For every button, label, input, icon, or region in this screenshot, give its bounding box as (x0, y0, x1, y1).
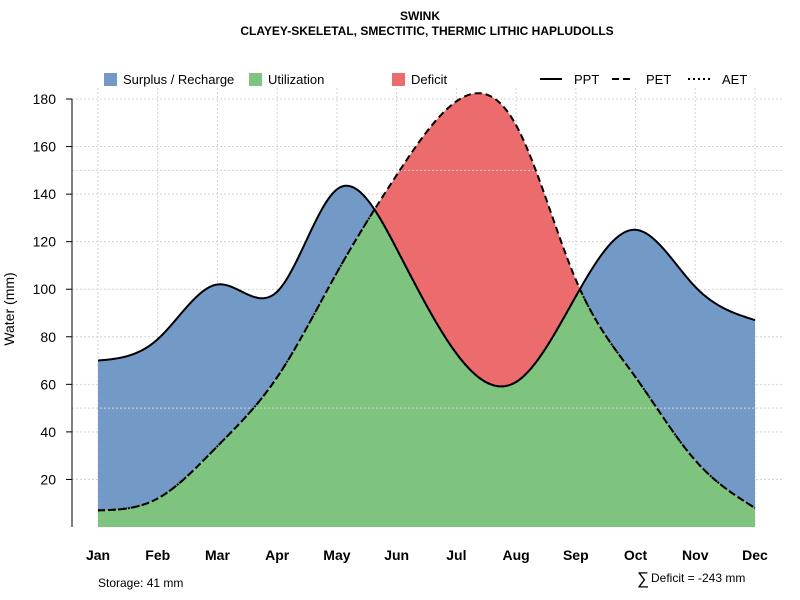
x-tick-label-dec: Dec (742, 547, 768, 563)
y-tick-label: 120 (33, 234, 57, 250)
x-tick-label-sep: Sep (563, 547, 589, 563)
x-tick-label-oct: Oct (624, 547, 648, 563)
storage-annotation: Storage: 41 mm (98, 576, 183, 590)
chart-subtitle: CLAYEY-SKELETAL, SMECTITIC, THERMIC LITH… (240, 24, 613, 38)
y-tick-label: 20 (40, 471, 56, 487)
y-tick-label: 140 (33, 186, 57, 202)
x-tick-label-jul: Jul (446, 547, 466, 563)
legend-swatch (392, 73, 405, 86)
pet-line (97, 92, 756, 512)
x-tick-label-may: May (323, 547, 350, 563)
axes: 20 40 60 80 100 120 140 160 180 Jan Feb Mar Apr May Ju… (33, 91, 768, 563)
legend-label: Surplus / Recharge (123, 72, 234, 87)
y-tick-label: 160 (33, 139, 57, 155)
deficit-annotation: Deficit = -243 mm (651, 571, 745, 585)
plot-area (72, 88, 782, 527)
deficit-area (98, 93, 755, 387)
y-tick-label: 60 (40, 376, 56, 392)
legend-label: Utilization (268, 72, 324, 87)
y-axis-label: Water (mm) (1, 272, 17, 345)
chart-title: SWINK (400, 9, 440, 23)
legend-item-ppt: PPT (540, 72, 599, 87)
surplus-recharge-area (98, 93, 755, 511)
y-tick-label: 100 (33, 281, 57, 297)
legend-label: PET (646, 72, 671, 87)
legend-item-pet: PET (612, 72, 671, 87)
x-tick-label-nov: Nov (682, 547, 709, 563)
deficit-sum-symbol: ∑ (637, 569, 649, 588)
legend-swatch (249, 73, 262, 86)
legend-label: Deficit (411, 72, 448, 87)
x-tick-label-feb: Feb (145, 547, 170, 563)
legend-swatch (104, 73, 117, 86)
legend-item-aet: AET (688, 72, 747, 87)
legend-label: PPT (574, 72, 599, 87)
legend-label: AET (722, 72, 747, 87)
y-tick-label: 40 (40, 424, 56, 440)
ppt-line (97, 184, 756, 388)
y-tick-label: 180 (33, 91, 57, 107)
x-tick-label-jan: Jan (86, 547, 110, 563)
utilization-area (98, 209, 755, 527)
legend: Surplus / Recharge Utilization Deficit PPT P… (104, 72, 747, 87)
legend-item-surplus-recharge: Surplus / Recharge (104, 72, 234, 87)
x-tick-label-apr: Apr (265, 547, 290, 563)
x-tick-label-aug: Aug (502, 547, 529, 563)
legend-item-deficit: Deficit (392, 72, 448, 87)
x-tick-label-jun: Jun (384, 547, 409, 563)
y-tick-label: 80 (40, 329, 56, 345)
legend-item-utilization: Utilization (249, 72, 324, 87)
x-tick-label-mar: Mar (205, 547, 230, 563)
